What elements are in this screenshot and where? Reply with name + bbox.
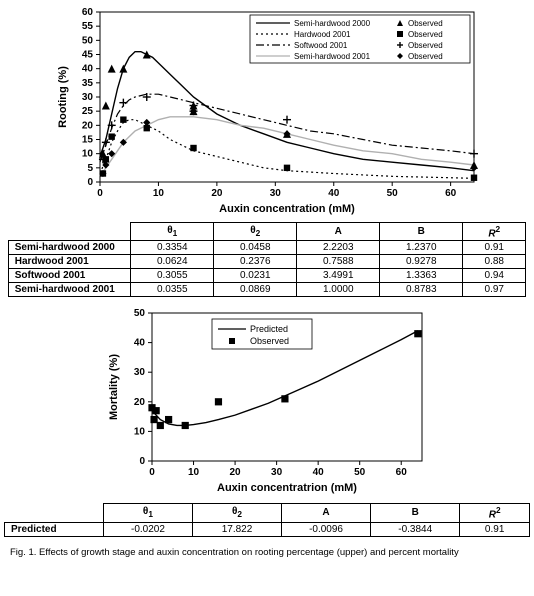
svg-text:Auxin concentration (mM): Auxin concentration (mM) <box>219 203 355 215</box>
figure-caption: Fig. 1. Effects of growth stage and auxi… <box>4 547 530 558</box>
svg-text:0: 0 <box>149 467 155 478</box>
svg-text:20: 20 <box>82 120 94 131</box>
svg-text:50: 50 <box>354 467 366 478</box>
svg-text:10: 10 <box>134 427 146 438</box>
svg-text:20: 20 <box>211 188 223 199</box>
svg-text:30: 30 <box>82 92 94 103</box>
svg-text:0: 0 <box>97 188 103 199</box>
svg-text:40: 40 <box>328 188 340 199</box>
svg-text:Auxin concentratrion (mM): Auxin concentratrion (mM) <box>217 482 357 494</box>
rooting-chart: 0 10 20 30 40 50 60 0 5 10 15 20 25 30 35 40 45 50 55 60 Aux… <box>52 6 482 216</box>
mortality-params-table: θ1θ2ABR2Predicted-0.020217.822-0.0096-0.… <box>4 503 530 536</box>
svg-text:40: 40 <box>134 338 146 349</box>
svg-text:0: 0 <box>87 177 93 188</box>
svg-text:Observed: Observed <box>408 19 443 28</box>
svg-text:15: 15 <box>82 135 94 146</box>
svg-text:0: 0 <box>139 456 145 467</box>
mortality-chart: 0 10 20 30 40 50 60 0 10 20 30 40 50 Auxin concentrat… <box>102 307 432 497</box>
svg-text:30: 30 <box>271 467 283 478</box>
svg-text:Hardwood 2001: Hardwood 2001 <box>294 30 351 39</box>
svg-text:40: 40 <box>82 64 94 75</box>
svg-text:45: 45 <box>82 50 94 61</box>
svg-text:60: 60 <box>82 7 94 18</box>
svg-text:55: 55 <box>82 21 94 32</box>
svg-text:Rooting (%): Rooting (%) <box>57 66 69 128</box>
svg-text:50: 50 <box>134 308 146 319</box>
svg-text:20: 20 <box>230 467 242 478</box>
svg-text:Semi-hardwood 2000: Semi-hardwood 2000 <box>294 19 371 28</box>
svg-text:10: 10 <box>153 188 165 199</box>
svg-text:Observed: Observed <box>408 41 443 50</box>
svg-text:20: 20 <box>134 397 146 408</box>
svg-text:30: 30 <box>134 368 146 379</box>
svg-text:50: 50 <box>387 188 399 199</box>
svg-text:40: 40 <box>313 467 325 478</box>
svg-text:Mortality (%): Mortality (%) <box>108 354 120 420</box>
svg-text:50: 50 <box>82 35 94 46</box>
svg-text:Observed: Observed <box>250 336 289 346</box>
svg-text:10: 10 <box>188 467 200 478</box>
svg-text:Softwood 2001: Softwood 2001 <box>294 41 348 50</box>
svg-text:Predicted: Predicted <box>250 324 288 334</box>
svg-text:25: 25 <box>82 106 94 117</box>
svg-text:Semi-hardwood 2001: Semi-hardwood 2001 <box>294 52 371 61</box>
svg-text:10: 10 <box>82 149 94 160</box>
svg-text:Observed: Observed <box>408 52 443 61</box>
svg-text:5: 5 <box>87 163 93 174</box>
svg-text:Observed: Observed <box>408 30 443 39</box>
svg-text:30: 30 <box>270 188 282 199</box>
svg-text:60: 60 <box>445 188 457 199</box>
svg-text:35: 35 <box>82 78 94 89</box>
rooting-params-table: θ1θ2ABR2Semi-hardwood 20000.33540.04582.… <box>8 222 527 297</box>
svg-text:60: 60 <box>396 467 408 478</box>
